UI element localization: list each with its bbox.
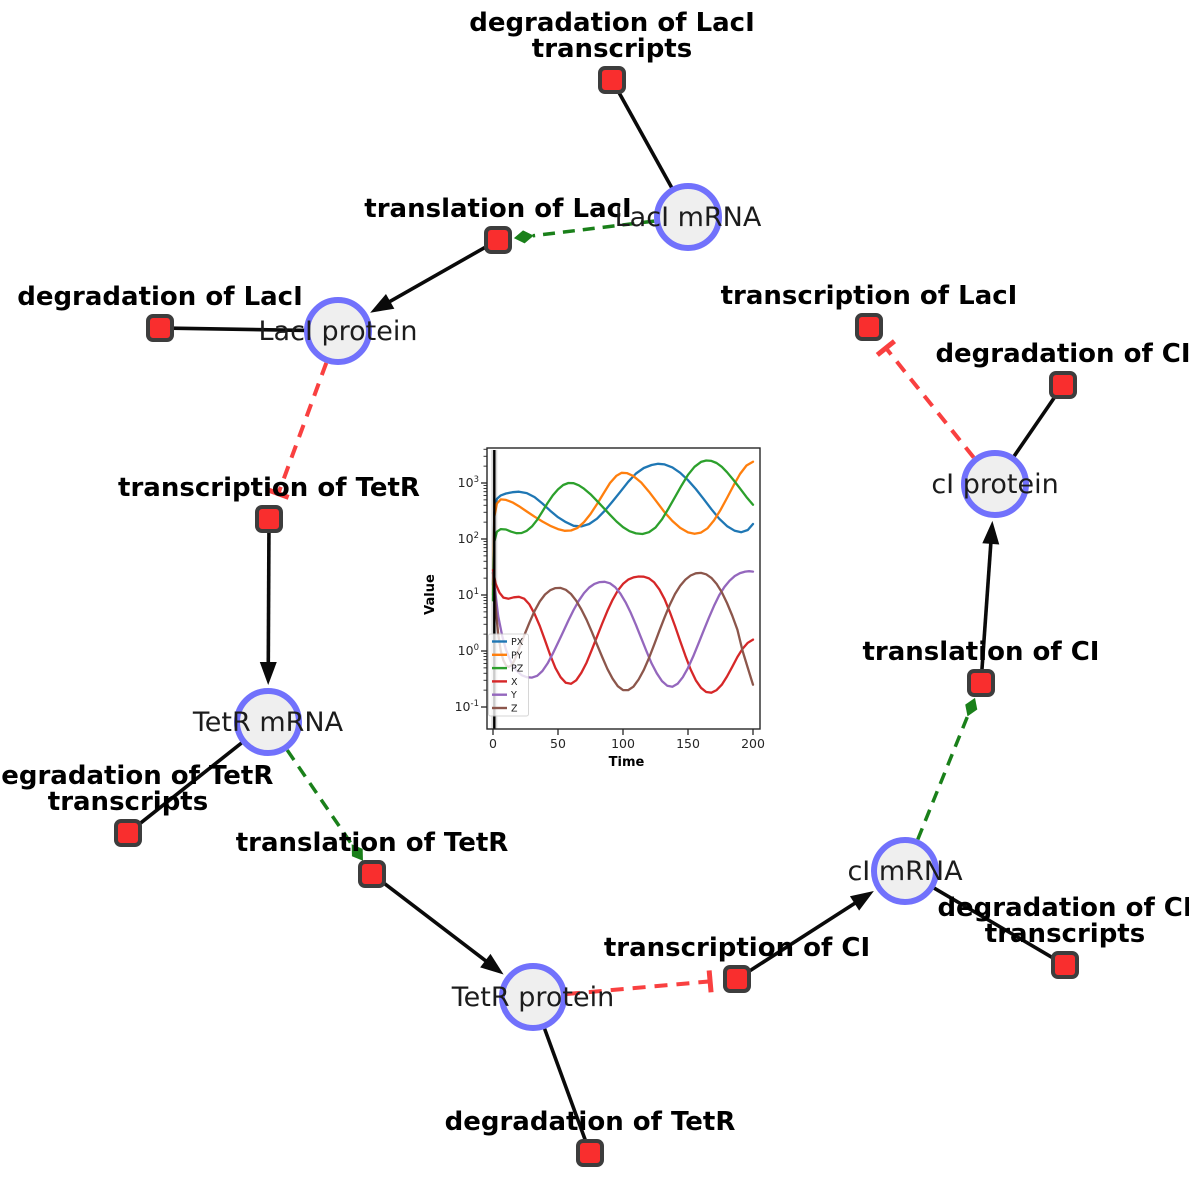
- species-label-tetr_protein: TetR protein: [451, 982, 614, 1013]
- species-node-tetr_protein: [499, 963, 567, 1031]
- edge-consumption-ci_protein-deg_ci: [1011, 393, 1058, 459]
- edge-consumption-laci_mrna-deg_laci_tx: [616, 89, 675, 190]
- edge-production-txn_tetr-tetr_mrna: [259, 531, 277, 686]
- reaction-node-deg_tetr: [576, 1139, 604, 1167]
- reaction-label-txn_tetr-line1: transcription of TetR: [118, 473, 420, 503]
- edge-production-transl_tetr-tetr_protein: [381, 880, 504, 975]
- reaction-label-deg_tetr_tx-line2: transcripts: [48, 787, 208, 817]
- edge-modifier-laci_mrna-transl_laci: [513, 219, 655, 244]
- species-node-ci_mrna: [871, 837, 939, 905]
- nodes-layer: [114, 66, 1079, 1167]
- legend-item-Y: Y: [510, 690, 517, 701]
- species-node-laci_mrna: [654, 183, 722, 251]
- reaction-node-deg_laci_tx: [598, 66, 626, 94]
- reaction-label-deg_laci_tx-line2: transcripts: [532, 34, 692, 64]
- reaction-label-deg_ci_tx-line1: degradation of CI: [937, 893, 1189, 923]
- modifier-arrowhead-icon: [965, 697, 978, 717]
- reaction-node-txn_laci: [855, 313, 883, 341]
- modifier-arrowhead-icon: [513, 230, 534, 244]
- series-line-PZ: [491, 459, 755, 602]
- reaction-label-deg_tetr_tx-line1: degradation of TetR: [0, 761, 273, 791]
- arrowhead-icon: [259, 661, 277, 686]
- reaction-node-deg_laci: [146, 314, 174, 342]
- legend-item-PY: PY: [511, 650, 523, 661]
- inhibition-bar-icon: [267, 487, 290, 500]
- species-label-laci_protein: LacI protein: [259, 316, 418, 347]
- series-line-X: [491, 568, 755, 694]
- reaction-label-txn_ci-line1: transcription of CI: [604, 933, 870, 963]
- edges-layer: [136, 89, 1058, 1143]
- species-node-tetr_mrna: [234, 688, 302, 756]
- y-tick-label: 103: [458, 475, 479, 490]
- reaction-label-deg_ci-line1: degradation of CI: [935, 339, 1189, 369]
- edge-production-transl_laci-laci_protein: [370, 244, 488, 313]
- species-node-laci_protein: [304, 297, 372, 365]
- inhibition-bar-icon: [706, 970, 714, 993]
- edge-inhibition-laci_protein-txn_tetr: [267, 362, 329, 500]
- inset-chart: 103 102 101 100 10-1 0 50 100 150 200 PX PY PZ XYZ Tim…: [423, 447, 765, 770]
- edge-consumption-laci_protein-deg_laci: [171, 326, 307, 333]
- edge-inhibition-tetr_protein-txn_ci: [566, 970, 714, 997]
- reaction-label-deg_laci-line1: degradation of LacI: [17, 282, 303, 312]
- modifier-arrowhead-icon: [351, 844, 363, 861]
- species-label-ci_protein: cI protein: [931, 469, 1058, 500]
- arrowhead-icon: [982, 520, 1000, 545]
- reaction-node-txn_tetr: [255, 505, 283, 533]
- reaction-label-txn_laci-line1: transcription of LacI: [721, 281, 1018, 311]
- species-label-tetr_mrna: TetR mRNA: [192, 707, 344, 738]
- species-label-ci_mrna: cI mRNA: [847, 856, 963, 887]
- inhibition-bar-icon: [875, 339, 897, 357]
- edge-production-txn_ci-ci_mrna: [746, 891, 874, 974]
- edge-modifier-tetr_mrna-transl_tetr: [285, 749, 363, 861]
- x-tick-label: 100: [611, 736, 635, 751]
- reaction-label-deg_tetr-line1: degradation of TetR: [445, 1107, 736, 1137]
- y-axis-title: Value: [423, 574, 438, 615]
- edge-consumption-ci_mrna-deg_ci_tx: [931, 885, 1056, 961]
- legend-item-PX: PX: [511, 637, 524, 648]
- edge-modifier-ci_mrna-transl_ci: [916, 697, 978, 841]
- reaction-label-deg_laci_tx-line1: degradation of LacI: [469, 8, 755, 38]
- arrowhead-icon: [370, 293, 395, 313]
- reaction-node-transl_laci: [484, 226, 512, 254]
- legend-item-X: X: [511, 677, 518, 688]
- x-tick-label: 0: [489, 736, 497, 751]
- reaction-node-deg_ci_tx: [1051, 951, 1079, 979]
- legend-item-PZ: PZ: [511, 664, 524, 675]
- edge-inhibition-ci_protein-txn_laci: [875, 339, 976, 459]
- arrowhead-icon: [849, 891, 874, 911]
- reaction-node-deg_ci: [1049, 371, 1077, 399]
- labels-layer: degradation of LacItranscriptstranslatio…: [0, 8, 1189, 1137]
- y-tick-label: 100: [458, 643, 479, 658]
- series-line-PX: [491, 462, 755, 587]
- x-tick-label: 200: [741, 736, 765, 751]
- y-tick-label: 102: [458, 531, 479, 546]
- x-axis-title: Time: [609, 755, 645, 770]
- reaction-node-deg_tetr_tx: [114, 819, 142, 847]
- x-tick-label: 150: [676, 736, 700, 751]
- reaction-label-transl_laci-line1: translation of LacI: [364, 194, 631, 224]
- series-line-PY: [491, 460, 755, 597]
- y-tick-label: 10-1: [455, 699, 479, 714]
- chart-legend: PX PY PZ XYZ: [488, 633, 529, 717]
- x-tick-label: 50: [550, 736, 566, 751]
- reaction-label-transl_tetr-line1: translation of TetR: [236, 828, 509, 858]
- arrowhead-icon: [480, 953, 504, 975]
- legend-item-Z: Z: [511, 704, 518, 715]
- series-line-Y: [491, 570, 755, 688]
- reaction-node-transl_ci: [967, 669, 995, 697]
- reaction-label-transl_ci-line1: translation of CI: [863, 637, 1100, 667]
- species-node-ci_protein: [961, 450, 1029, 518]
- reaction-node-txn_ci: [723, 965, 751, 993]
- reaction-node-transl_tetr: [358, 860, 386, 888]
- species-label-laci_mrna: LacI mRNA: [615, 202, 762, 233]
- edge-consumption-tetr_mrna-deg_tetr_tx: [136, 740, 245, 827]
- reaction-label-deg_ci_tx-line2: transcripts: [985, 919, 1145, 949]
- y-tick-label: 101: [458, 587, 479, 602]
- edge-consumption-tetr_protein-deg_tetr: [542, 1026, 588, 1143]
- edge-production-transl_ci-ci_protein: [980, 520, 1000, 671]
